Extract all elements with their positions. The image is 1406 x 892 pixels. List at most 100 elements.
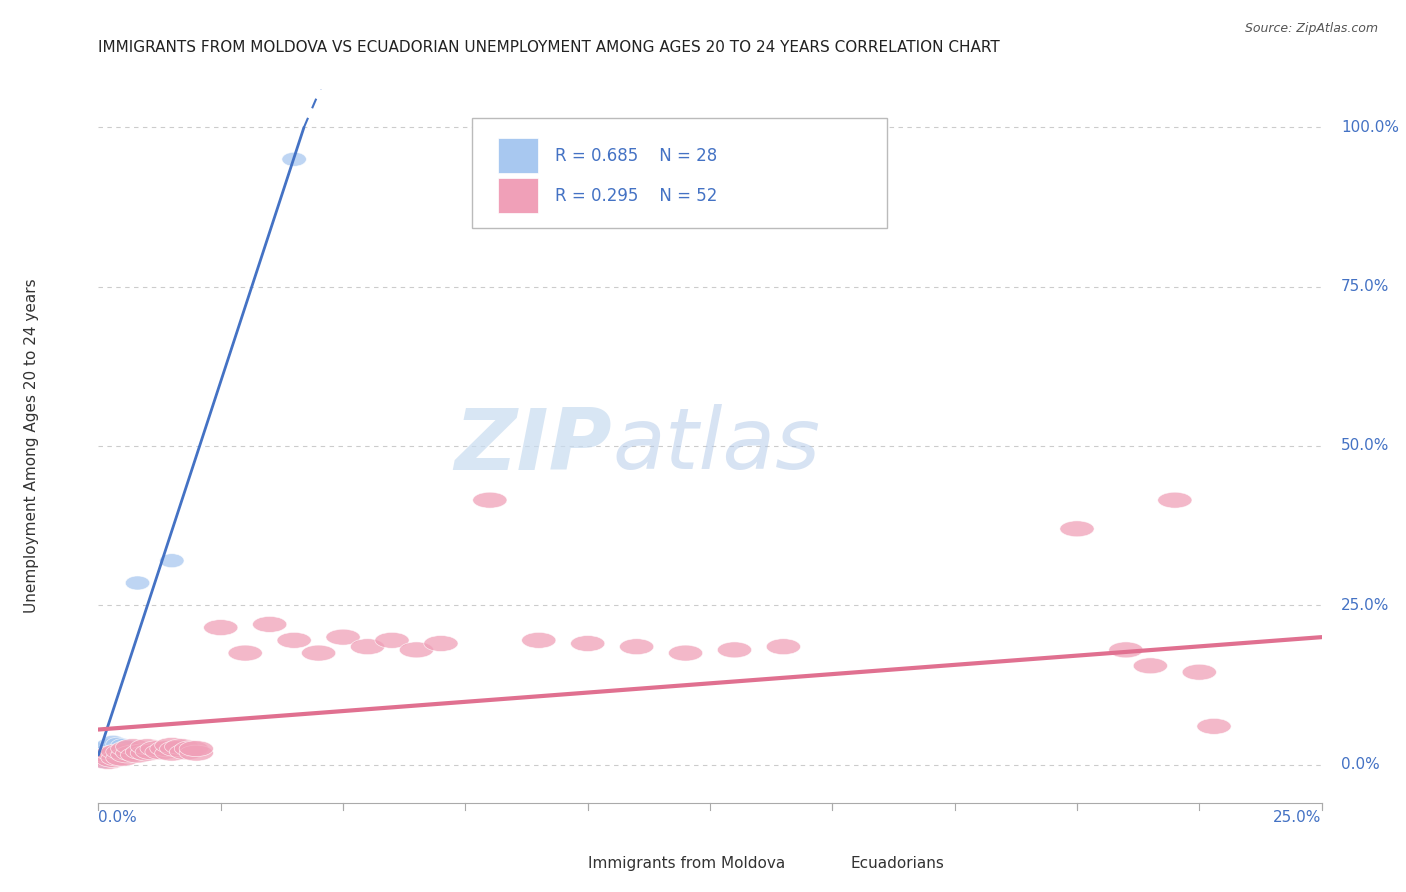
Ellipse shape: [96, 751, 131, 767]
Ellipse shape: [253, 616, 287, 632]
Text: Source: ZipAtlas.com: Source: ZipAtlas.com: [1244, 22, 1378, 36]
Text: Ecuadorians: Ecuadorians: [851, 856, 945, 871]
Ellipse shape: [111, 740, 145, 756]
Text: R = 0.295    N = 52: R = 0.295 N = 52: [555, 186, 717, 204]
Ellipse shape: [105, 741, 131, 756]
Text: atlas: atlas: [612, 404, 820, 488]
Ellipse shape: [423, 635, 458, 651]
Text: 25.0%: 25.0%: [1274, 810, 1322, 825]
Ellipse shape: [1182, 665, 1216, 681]
Ellipse shape: [326, 629, 360, 645]
Ellipse shape: [105, 744, 141, 760]
Ellipse shape: [91, 754, 125, 769]
Ellipse shape: [131, 745, 165, 761]
Ellipse shape: [105, 746, 131, 760]
Ellipse shape: [350, 639, 385, 655]
Ellipse shape: [150, 740, 184, 756]
Ellipse shape: [111, 748, 135, 762]
Ellipse shape: [160, 740, 194, 756]
Ellipse shape: [1197, 718, 1232, 734]
Ellipse shape: [399, 642, 433, 658]
Ellipse shape: [91, 755, 115, 768]
Ellipse shape: [121, 747, 155, 763]
Ellipse shape: [96, 744, 121, 757]
Ellipse shape: [174, 740, 208, 756]
Text: 0.0%: 0.0%: [1341, 757, 1379, 772]
Ellipse shape: [281, 153, 307, 166]
Ellipse shape: [1133, 658, 1167, 673]
Ellipse shape: [96, 746, 121, 760]
Ellipse shape: [1157, 492, 1192, 508]
Ellipse shape: [91, 741, 115, 756]
Ellipse shape: [165, 739, 198, 755]
Ellipse shape: [91, 751, 115, 765]
Ellipse shape: [111, 744, 135, 757]
FancyBboxPatch shape: [471, 118, 887, 228]
Ellipse shape: [160, 554, 184, 567]
Ellipse shape: [115, 739, 150, 755]
Ellipse shape: [179, 745, 214, 761]
Ellipse shape: [155, 738, 188, 754]
Ellipse shape: [766, 639, 800, 655]
Text: 75.0%: 75.0%: [1341, 279, 1389, 294]
Ellipse shape: [91, 747, 125, 763]
Ellipse shape: [86, 750, 121, 766]
Text: Unemployment Among Ages 20 to 24 years: Unemployment Among Ages 20 to 24 years: [24, 278, 38, 614]
Ellipse shape: [96, 745, 131, 761]
Ellipse shape: [204, 620, 238, 635]
Ellipse shape: [145, 744, 179, 760]
FancyBboxPatch shape: [498, 138, 537, 173]
Ellipse shape: [121, 745, 145, 759]
Ellipse shape: [141, 740, 174, 756]
Ellipse shape: [522, 632, 555, 648]
Ellipse shape: [101, 748, 125, 762]
FancyBboxPatch shape: [801, 852, 838, 880]
Ellipse shape: [620, 639, 654, 655]
Ellipse shape: [1060, 521, 1094, 537]
FancyBboxPatch shape: [498, 178, 537, 212]
Ellipse shape: [91, 745, 115, 759]
Text: R = 0.685    N = 28: R = 0.685 N = 28: [555, 146, 717, 164]
Ellipse shape: [115, 745, 150, 761]
Text: ZIP: ZIP: [454, 404, 612, 488]
Ellipse shape: [375, 632, 409, 648]
Ellipse shape: [115, 739, 141, 754]
Ellipse shape: [717, 642, 752, 658]
Ellipse shape: [1109, 642, 1143, 658]
Ellipse shape: [101, 751, 125, 765]
Ellipse shape: [115, 746, 141, 760]
Ellipse shape: [96, 753, 121, 766]
Ellipse shape: [125, 744, 160, 760]
Ellipse shape: [571, 635, 605, 651]
Ellipse shape: [277, 632, 311, 648]
Ellipse shape: [228, 645, 263, 661]
Text: Immigrants from Moldova: Immigrants from Moldova: [588, 856, 785, 871]
Text: 0.0%: 0.0%: [98, 810, 138, 825]
Ellipse shape: [125, 576, 150, 590]
Ellipse shape: [105, 750, 131, 764]
Ellipse shape: [101, 745, 125, 759]
Ellipse shape: [111, 739, 135, 753]
Text: IMMIGRANTS FROM MOLDOVA VS ECUADORIAN UNEMPLOYMENT AMONG AGES 20 TO 24 YEARS COR: IMMIGRANTS FROM MOLDOVA VS ECUADORIAN UN…: [98, 40, 1000, 55]
Ellipse shape: [101, 741, 125, 756]
Ellipse shape: [96, 739, 121, 753]
Ellipse shape: [301, 645, 336, 661]
Text: 50.0%: 50.0%: [1341, 439, 1389, 453]
Text: 25.0%: 25.0%: [1341, 598, 1389, 613]
Ellipse shape: [101, 744, 135, 760]
Ellipse shape: [105, 750, 141, 766]
Ellipse shape: [111, 747, 145, 763]
Ellipse shape: [135, 744, 169, 760]
Ellipse shape: [668, 645, 703, 661]
Text: 100.0%: 100.0%: [1341, 120, 1399, 135]
Ellipse shape: [179, 740, 214, 756]
Ellipse shape: [155, 745, 188, 761]
Ellipse shape: [96, 750, 121, 764]
Ellipse shape: [91, 748, 115, 762]
FancyBboxPatch shape: [538, 852, 575, 880]
Ellipse shape: [169, 744, 204, 760]
Ellipse shape: [105, 737, 131, 751]
Ellipse shape: [101, 750, 135, 766]
Ellipse shape: [472, 492, 508, 508]
Ellipse shape: [131, 739, 165, 755]
